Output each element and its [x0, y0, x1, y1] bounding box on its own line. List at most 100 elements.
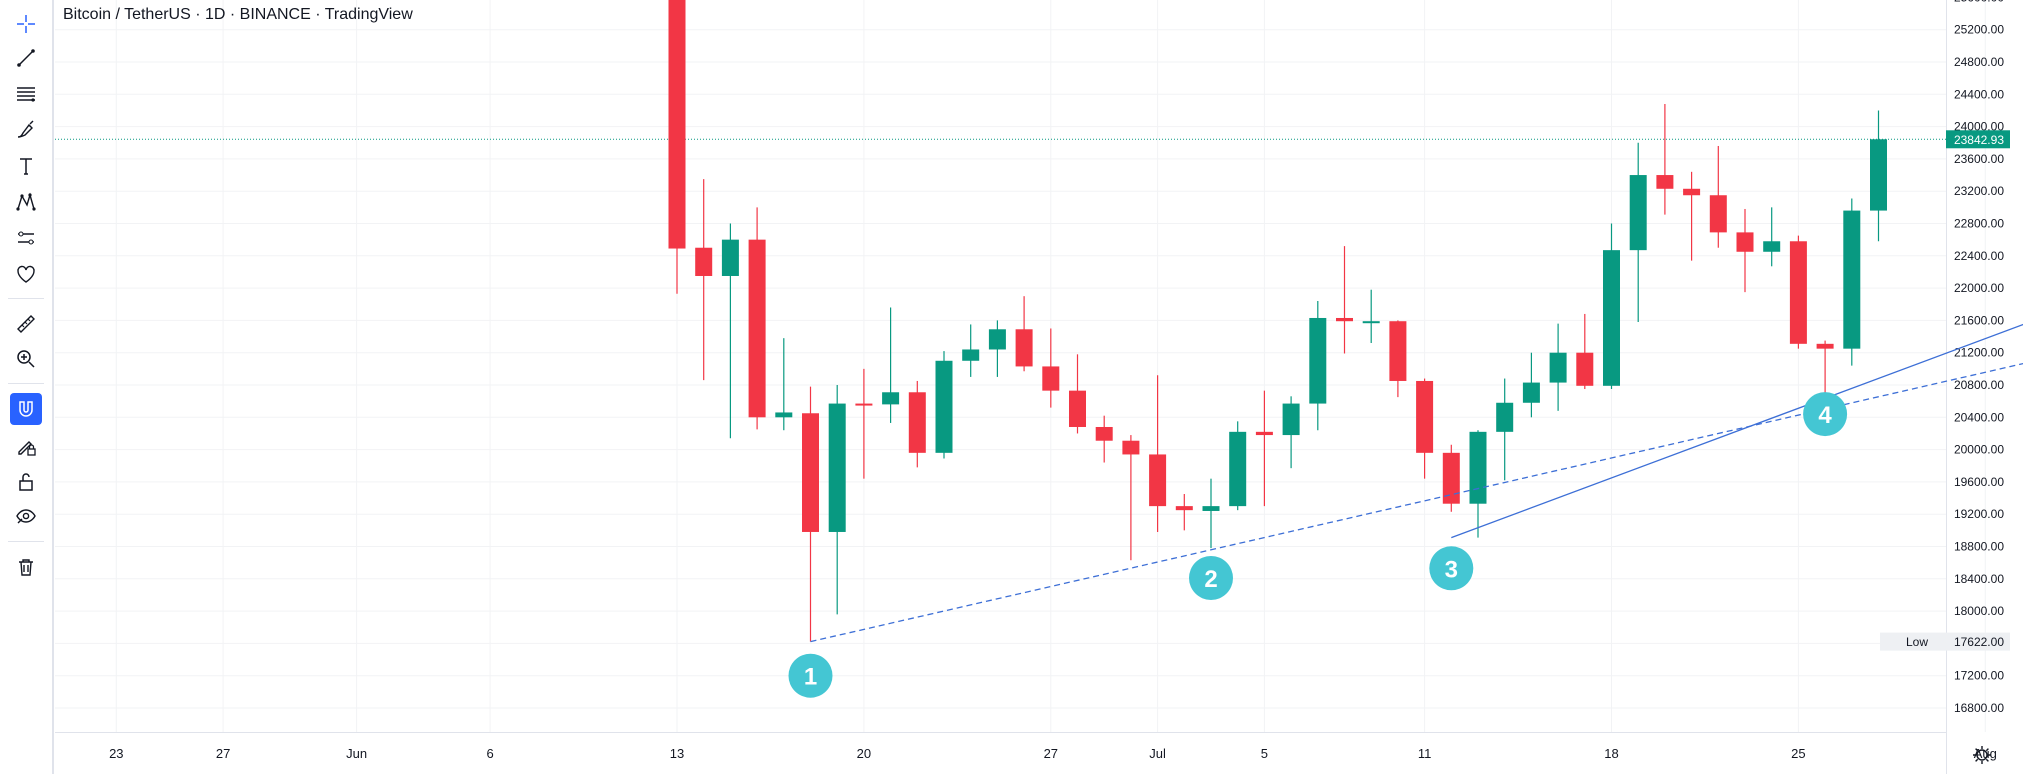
time-tick-label: 13 — [670, 746, 684, 761]
magnet-icon[interactable] — [10, 393, 42, 425]
candle-body — [1255, 431, 1273, 436]
fib-retracement-icon[interactable] — [10, 78, 42, 110]
candle-body — [1389, 321, 1407, 381]
settings-gear-icon[interactable] — [1973, 746, 1991, 764]
pattern-icon[interactable] — [10, 186, 42, 218]
trend-line-icon[interactable] — [10, 42, 42, 74]
candle — [1709, 145, 1727, 248]
candle — [1549, 323, 1567, 411]
price-tick-label: 18800.00 — [1954, 540, 2004, 554]
candle-body — [1816, 343, 1834, 349]
price-tick-label: 17200.00 — [1954, 669, 2004, 683]
candle-body — [1603, 250, 1620, 386]
candle-body — [1069, 390, 1086, 427]
time-tick-label: 27 — [1044, 746, 1058, 761]
candle — [1229, 421, 1247, 511]
candle-body — [1095, 426, 1113, 441]
candle-body — [1629, 175, 1647, 251]
price-tick-label: 23600.00 — [1954, 152, 2004, 166]
candle-body — [1202, 506, 1220, 511]
candle — [1042, 328, 1060, 408]
time-tick-label: 20 — [857, 746, 871, 761]
price-tick-label: 24800.00 — [1954, 55, 2004, 69]
low-label-caption: Low — [1906, 635, 1928, 649]
candle — [1095, 415, 1113, 463]
point-markers: 1 2 3 4 — [788, 392, 1848, 698]
candle — [1629, 142, 1647, 323]
candle-body — [1282, 403, 1300, 436]
unlock-icon[interactable] — [10, 466, 42, 498]
price-tick-label: 24000.00 — [1954, 120, 2004, 134]
candle-body — [1656, 175, 1674, 189]
marker-label: 2 — [1204, 566, 1217, 593]
price-tick-label: 25600.00 — [1954, 0, 2004, 4]
price-tick-label: 18000.00 — [1954, 604, 2004, 618]
forecast-icon[interactable] — [10, 222, 42, 254]
marker-circle — [1803, 392, 1848, 437]
price-label-bg — [1946, 130, 2010, 149]
marker-label: 4 — [1818, 402, 1832, 429]
candle-body — [802, 413, 819, 532]
candle — [1069, 354, 1086, 434]
candle-body — [1843, 210, 1861, 349]
time-tick-label: 5 — [1261, 746, 1268, 761]
candle-body — [1469, 431, 1487, 504]
candle-body — [828, 403, 846, 532]
text-icon[interactable] — [10, 150, 42, 182]
brush-icon[interactable] — [10, 114, 42, 146]
candle — [1202, 478, 1220, 549]
candle — [1255, 390, 1273, 507]
point-marker-3[interactable]: 3 — [1429, 546, 1474, 591]
marker-circle — [1429, 546, 1474, 591]
price-tick-label: 21600.00 — [1954, 313, 2004, 327]
time-tick-label: 27 — [216, 746, 230, 761]
lock-drawings-icon[interactable] — [10, 430, 42, 462]
candle-body — [1789, 241, 1807, 344]
candle-body — [1015, 329, 1033, 367]
point-marker-2[interactable]: 2 — [1189, 555, 1233, 600]
candle-body — [1736, 232, 1754, 252]
candle-body — [1336, 317, 1353, 322]
candle — [935, 351, 953, 459]
price-tick-label: 20000.00 — [1954, 443, 2004, 457]
heart-icon[interactable] — [10, 258, 42, 290]
price-axis[interactable]: 16800.0017200.0017600.0018000.0018400.00… — [1954, 0, 2004, 715]
current-price-label: 23842.93 — [1946, 130, 2010, 149]
candle-body — [1149, 454, 1167, 507]
time-axis[interactable]: 23 27 Jun 6 13 20 27 Jul 5 11 18 25 Aug — [109, 746, 1997, 761]
time-tick-label: Jun — [346, 746, 367, 761]
time-tick-label: 25 — [1791, 746, 1805, 761]
candle — [695, 179, 713, 381]
price-tick-label: 20800.00 — [1954, 378, 2004, 392]
candle-body — [721, 239, 739, 276]
price-tick-label: 18400.00 — [1954, 572, 2004, 586]
candle — [962, 324, 980, 377]
crosshair-icon[interactable] — [10, 8, 42, 40]
candle-body — [1309, 317, 1327, 404]
price-tick-label: 25200.00 — [1954, 23, 2004, 37]
price-tick-label: 20400.00 — [1954, 410, 2004, 424]
candle-body — [1362, 321, 1380, 324]
candle — [721, 223, 739, 439]
candle-body — [1175, 506, 1193, 511]
point-marker-4[interactable]: 4 — [1803, 392, 1848, 437]
time-tick-label: 6 — [486, 746, 493, 761]
candle — [1870, 110, 1887, 242]
dashed-trendline[interactable] — [810, 317, 2023, 643]
price-tick-label: 22400.00 — [1954, 249, 2004, 263]
time-tick-label: 23 — [109, 746, 123, 761]
candle — [668, 0, 686, 294]
candle-body — [1576, 352, 1594, 386]
eye-icon[interactable] — [10, 500, 42, 532]
zoom-in-icon[interactable] — [10, 343, 42, 375]
candle — [1416, 378, 1434, 479]
candle — [1309, 301, 1327, 431]
candle — [1522, 352, 1540, 418]
trash-icon[interactable] — [10, 551, 42, 583]
time-tick-label: Jul — [1149, 746, 1166, 761]
low-label-bg — [1880, 632, 2010, 651]
point-marker-1[interactable]: 1 — [788, 653, 833, 698]
candle-body — [882, 392, 900, 405]
ruler-icon[interactable] — [10, 308, 42, 340]
